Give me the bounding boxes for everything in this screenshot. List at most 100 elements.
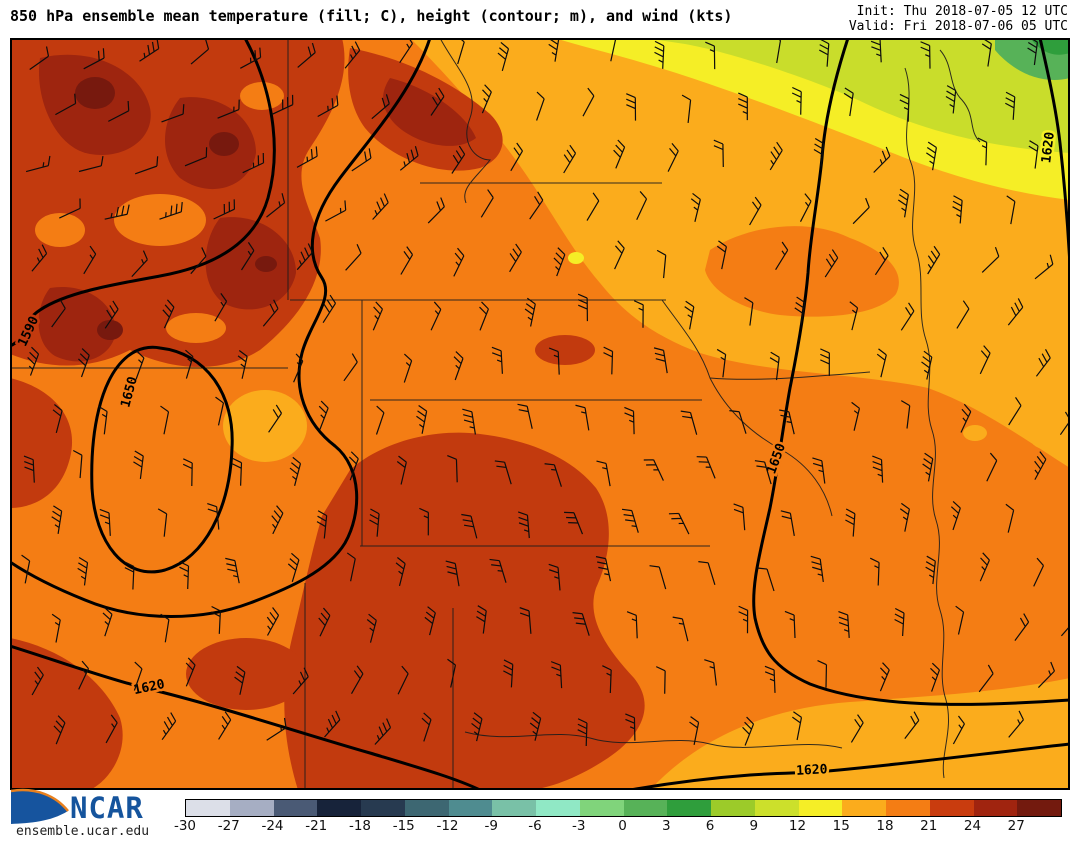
fill-orange-patches [35, 82, 284, 343]
wind-barb [819, 38, 830, 67]
wind-barb [517, 403, 533, 429]
wind-barb [419, 507, 429, 536]
contour-1620-se [628, 742, 1072, 792]
wind-barb [813, 138, 825, 167]
wind-barb [643, 459, 664, 481]
wind-barb [779, 409, 795, 435]
wind-barb [921, 350, 933, 380]
colorbar-cell [579, 800, 624, 816]
wind-barb [218, 711, 232, 740]
wind-barb [324, 710, 341, 738]
wind-barb [98, 405, 108, 435]
wind-barb [577, 293, 588, 322]
wind-barb [104, 300, 119, 329]
wind-barb [242, 153, 265, 174]
wind-barb [23, 455, 35, 483]
wind-barb [689, 716, 700, 746]
wind-barb [838, 610, 850, 638]
wind-barb [668, 512, 690, 535]
colorbar-cell [973, 800, 1018, 816]
wind-barb [225, 557, 240, 584]
map-border [10, 38, 1070, 790]
wind-barb [672, 616, 689, 642]
wind-barb [296, 146, 318, 168]
wind-barb [603, 346, 614, 375]
wind-barb [162, 299, 175, 329]
wind-barb [586, 192, 600, 221]
wind-barb [986, 452, 998, 482]
wind-barb [479, 301, 489, 331]
wind-barb [451, 145, 466, 174]
wind-barb [899, 502, 910, 532]
wind-barb [572, 612, 590, 636]
colorbar-cell [842, 800, 886, 816]
wind-barb [296, 243, 313, 271]
wind-barb [979, 345, 991, 375]
wind-barb [51, 299, 66, 328]
wind-barb [51, 505, 63, 534]
init-time: Init: Thu 2018-07-05 12 UTC [856, 4, 1068, 19]
wind-barb [462, 408, 476, 435]
wind-barb [161, 104, 185, 123]
wind-barb [757, 567, 775, 592]
wind-barb [904, 711, 920, 739]
wind-barb [346, 552, 356, 582]
wind-barb [925, 555, 936, 585]
colorbar-tick-label: -21 [305, 818, 328, 834]
wind-barb [624, 406, 635, 435]
wind-barb [596, 460, 611, 487]
colorbar-tick-label: -9 [484, 818, 498, 834]
wind-barb [316, 510, 328, 539]
wind-barb [716, 348, 727, 378]
wind-barb [160, 405, 170, 435]
forecast-map: 1590 1650 1650 1620 1620 1620 [8, 32, 1078, 792]
wind-barb [160, 613, 170, 643]
colorbar-tick-label: -15 [392, 818, 415, 834]
wind-barb [852, 197, 870, 225]
wind-barb [870, 35, 882, 63]
valid-time: Valid: Fri 2018-07-06 05 UTC [848, 19, 1068, 34]
wind-barb [696, 456, 716, 479]
wind-barb [791, 86, 802, 115]
colorbar-cell [229, 800, 274, 816]
wind-barb [563, 144, 577, 174]
wind-barb [1034, 254, 1054, 280]
wind-barb [519, 607, 532, 634]
wind-barb [453, 351, 464, 381]
colorbar-tick-label: 3 [661, 818, 671, 834]
wind-barb [105, 714, 118, 744]
colorbar-tick-label: 18 [876, 818, 894, 834]
wind-barb [366, 613, 377, 643]
wind-barb [55, 93, 77, 116]
wind-barb [135, 350, 145, 380]
wind-barb [427, 197, 445, 224]
wind-barb [481, 84, 492, 114]
wind-barb [956, 300, 970, 329]
wind-barb [133, 661, 143, 691]
colorbar-tick-label: -24 [261, 818, 284, 834]
wind-barb [1008, 397, 1022, 426]
colorbar-tick-label: 6 [705, 818, 715, 834]
state-borders [10, 37, 981, 790]
colorbar-cell [929, 800, 974, 816]
wind-barb [190, 39, 210, 65]
wind-barb [83, 245, 97, 275]
ncar-logo-arc [10, 788, 69, 812]
wind-barb [476, 605, 487, 634]
wind-barb [690, 192, 701, 222]
wind-barb [375, 405, 385, 435]
wind-barb [742, 716, 755, 746]
wind-barb [21, 554, 31, 584]
colorbar-cell [273, 800, 318, 816]
colorbar-cell [492, 800, 536, 816]
fill-orange-blob-ne [705, 226, 899, 317]
wind-barb [190, 247, 207, 275]
wind-barb [930, 662, 940, 692]
wind-barb [293, 353, 304, 383]
wind-barb [873, 146, 891, 173]
wind-barb [792, 711, 803, 741]
colorbar-tick-label: -3 [572, 818, 586, 834]
wind-barb [510, 142, 523, 172]
wind-barb [447, 455, 458, 483]
wind-barb [318, 400, 329, 430]
